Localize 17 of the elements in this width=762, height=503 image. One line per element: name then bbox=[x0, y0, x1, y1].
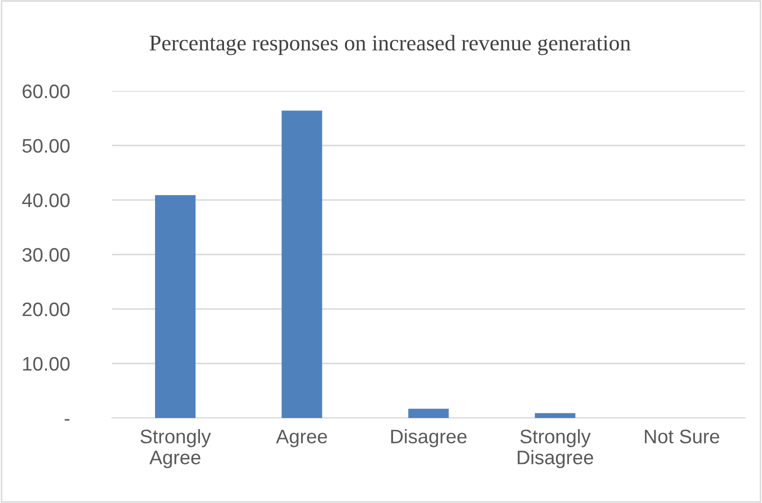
y-tick-label: 30.00 bbox=[22, 248, 70, 262]
x-tick-label: Strongly Agree bbox=[140, 429, 211, 468]
x-tick-label: Strongly Disagree bbox=[518, 429, 594, 468]
y-tick-label: 20.00 bbox=[22, 302, 70, 316]
x-tick-label: Agree bbox=[276, 430, 327, 448]
y-tick-label: 60.00 bbox=[22, 84, 70, 98]
chart-title: Percentage responses on increased revenue generation bbox=[150, 34, 631, 56]
y-tick-label: 10.00 bbox=[23, 356, 70, 371]
bar bbox=[534, 413, 576, 418]
bar bbox=[155, 195, 196, 418]
bar bbox=[282, 110, 322, 418]
y-tick-label: 50.00 bbox=[22, 138, 70, 153]
bar bbox=[408, 408, 449, 418]
x-tick-label: Disagree bbox=[391, 429, 467, 448]
y-tick-label: - bbox=[64, 419, 70, 421]
x-tick-label: Not Sure bbox=[644, 430, 720, 444]
y-tick-label: 40.00 bbox=[22, 193, 70, 208]
